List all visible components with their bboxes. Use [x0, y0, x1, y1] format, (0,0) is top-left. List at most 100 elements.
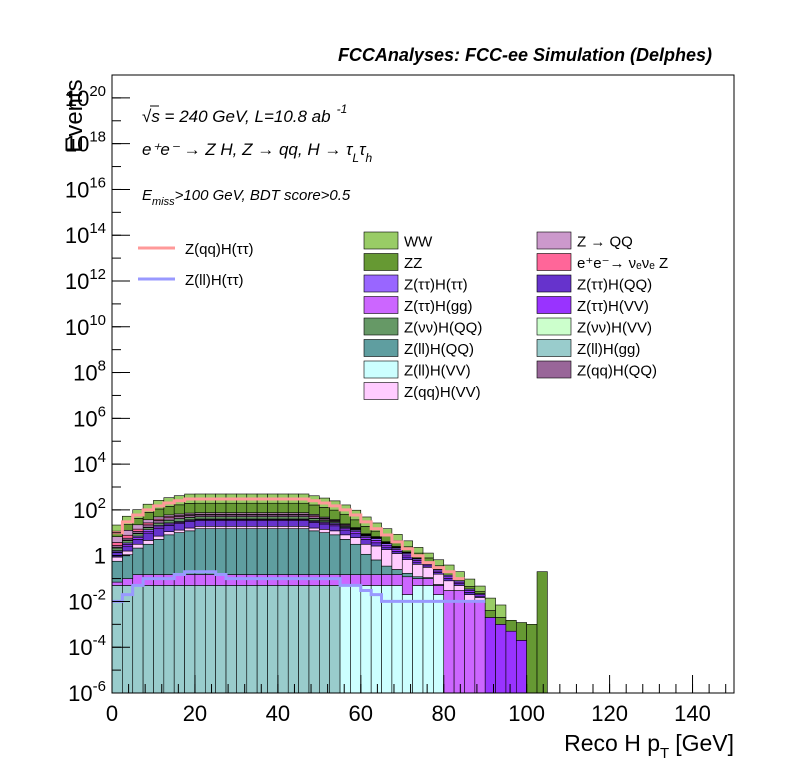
bar-zz: [536, 571, 548, 694]
legend-col1-swatch: [363, 253, 399, 271]
annotation-sqrt-s-text: √s = 240 GeV, L=10.8 ab: [142, 107, 331, 126]
bar-z-ll-h-gg-: [173, 585, 185, 694]
bar-z-h-qq-: [401, 556, 413, 560]
bar-z-h-qq-: [256, 520, 268, 527]
bar-z-ll-h-gg-: [205, 585, 216, 694]
bar-zz: [225, 502, 237, 513]
legend-col1-swatch: [363, 274, 399, 293]
annotation-cut: Emiss>100 GeV, BDT score>0.5: [142, 187, 351, 208]
bar-z-h-qq-: [287, 516, 299, 520]
bar-z-qq-h-vv-: [153, 535, 165, 540]
bar-e-e-z: [111, 542, 123, 546]
legend-col2-label: Z(qq)H(QQ): [577, 363, 657, 380]
legend-col2-swatch: [536, 339, 572, 357]
bar-z-h-qq-: [246, 516, 258, 520]
y-tick-label: 1: [94, 544, 106, 569]
bar-z-h-gg-: [132, 574, 144, 586]
x-tick-label: 0: [106, 701, 118, 726]
y-tick-label: 108: [73, 358, 106, 386]
legend-col2-swatch: [536, 274, 572, 293]
bar-z-qq-h-vv-: [205, 526, 216, 529]
bar-z-qq: [142, 519, 154, 524]
bar-z-h-qq-: [194, 520, 206, 527]
bar-zz: [246, 502, 258, 513]
bar-zz: [319, 507, 330, 518]
bar-z-qq-h-vv-: [277, 526, 289, 529]
bar-z-h-qq-: [308, 522, 320, 529]
bar-ww: [484, 597, 496, 611]
bar-z-qq-h-vv-: [339, 534, 351, 540]
bar-z-ll-h-qq-: [256, 528, 268, 575]
bar-z-h-qq-: [111, 547, 123, 551]
x-tick-label: 60: [349, 701, 373, 726]
bar-z-h-qq-: [256, 516, 268, 520]
bar-z-h-qq-: [194, 516, 206, 520]
bar-z-h-qq-: [339, 529, 351, 536]
legend-col1-swatch: [363, 339, 399, 357]
bar-zz: [505, 619, 517, 632]
bar-z-ll-h-qq-: [360, 553, 372, 575]
bar-z-h-gg-: [184, 574, 196, 586]
bar-z-h-qq-: [350, 533, 362, 538]
bar-z-h-qq-: [319, 523, 330, 530]
bar-z-qq-h-vv-: [267, 526, 279, 529]
bar-zz: [153, 508, 165, 518]
bar-z-ll-h-gg-: [236, 585, 248, 694]
legend-line-label: Z(ll)H(ττ): [185, 272, 244, 289]
bar-z-h-qq-: [173, 518, 185, 522]
bar-z-ll-h-qq-: [122, 554, 134, 579]
bar-z-ll-h-gg-: [246, 585, 258, 694]
bar-z-h-qq-: [381, 546, 393, 550]
bar-z-h-qq-: [246, 520, 258, 527]
bar-z-h-qq-: [122, 545, 134, 552]
legend-line-label: Z(qq)H(ττ): [185, 241, 254, 258]
bar-ww: [433, 559, 445, 567]
bar-z-qq: [111, 536, 123, 543]
bar-z-h-qq-: [153, 528, 165, 537]
bar-z-h-qq-: [205, 516, 216, 520]
bar-z-h-qq-: [391, 551, 403, 554]
bar-e-e-z: [132, 528, 144, 532]
bar-z-qq-h-vv-: [401, 559, 413, 574]
bar-z-h-gg-: [464, 601, 476, 694]
bar-z-qq-h-vv-: [329, 530, 341, 536]
bar-z-h-gg-: [339, 574, 351, 586]
y-tick-label: 10-6: [68, 678, 106, 706]
bar-z-qq-h-vv-: [111, 556, 123, 562]
bar-z-h-qq-: [412, 561, 424, 565]
bar-z-ll-h-gg-: [163, 585, 175, 694]
bar-z-ll-h-qq-: [246, 528, 258, 575]
annotation-process-tau: τ: [359, 140, 367, 159]
bar-z-h-qq-: [184, 517, 196, 521]
y-tick-label: 1016: [65, 174, 106, 202]
legend: Z(qq)H(ττ) Z(ll)H(ττ) WW ZZ Z(ττ)H(ττ) Z(ττ)H…: [138, 231, 668, 401]
bar-z-ll-h-qq-: [401, 572, 413, 578]
bar-e-e-z: [122, 534, 134, 539]
bar-zz: [132, 518, 144, 526]
bar-z-ll-h-vv-: [350, 585, 362, 694]
bar-z-qq-h-vv-: [443, 580, 455, 591]
bar-z-h-gg-: [474, 601, 486, 694]
bar-z-h-qq-: [298, 516, 310, 520]
x-axis-label-unit: [GeV]: [675, 730, 734, 756]
bar-z-ll-h-qq-: [391, 569, 403, 575]
bar-z-qq-h-vv-: [308, 527, 320, 532]
bar-z-ll-h-vv-: [370, 585, 382, 694]
bar-z-ll-h-qq-: [215, 528, 227, 575]
legend-col2-swatch: [536, 296, 572, 314]
bar-z-h-qq-: [225, 516, 237, 520]
bar-z-ll-h-qq-: [205, 528, 216, 575]
bar-ww: [422, 552, 434, 559]
bar-z-h-qq-: [184, 521, 196, 529]
bar-z-qq-h-vv-: [391, 553, 403, 570]
bar-z-h-vv-: [484, 617, 496, 694]
bar-zz: [205, 502, 216, 513]
bar-z-ll-h-gg-: [215, 585, 227, 694]
legend-col2-label: Z → QQ: [577, 234, 633, 251]
bar-zz: [308, 504, 320, 515]
bar-z-ll-h-qq-: [329, 534, 341, 575]
legend-col1-swatch: [363, 317, 399, 336]
annotation-process-sub1: L: [352, 151, 359, 165]
bar-z-qq-h-vv-: [350, 537, 362, 545]
